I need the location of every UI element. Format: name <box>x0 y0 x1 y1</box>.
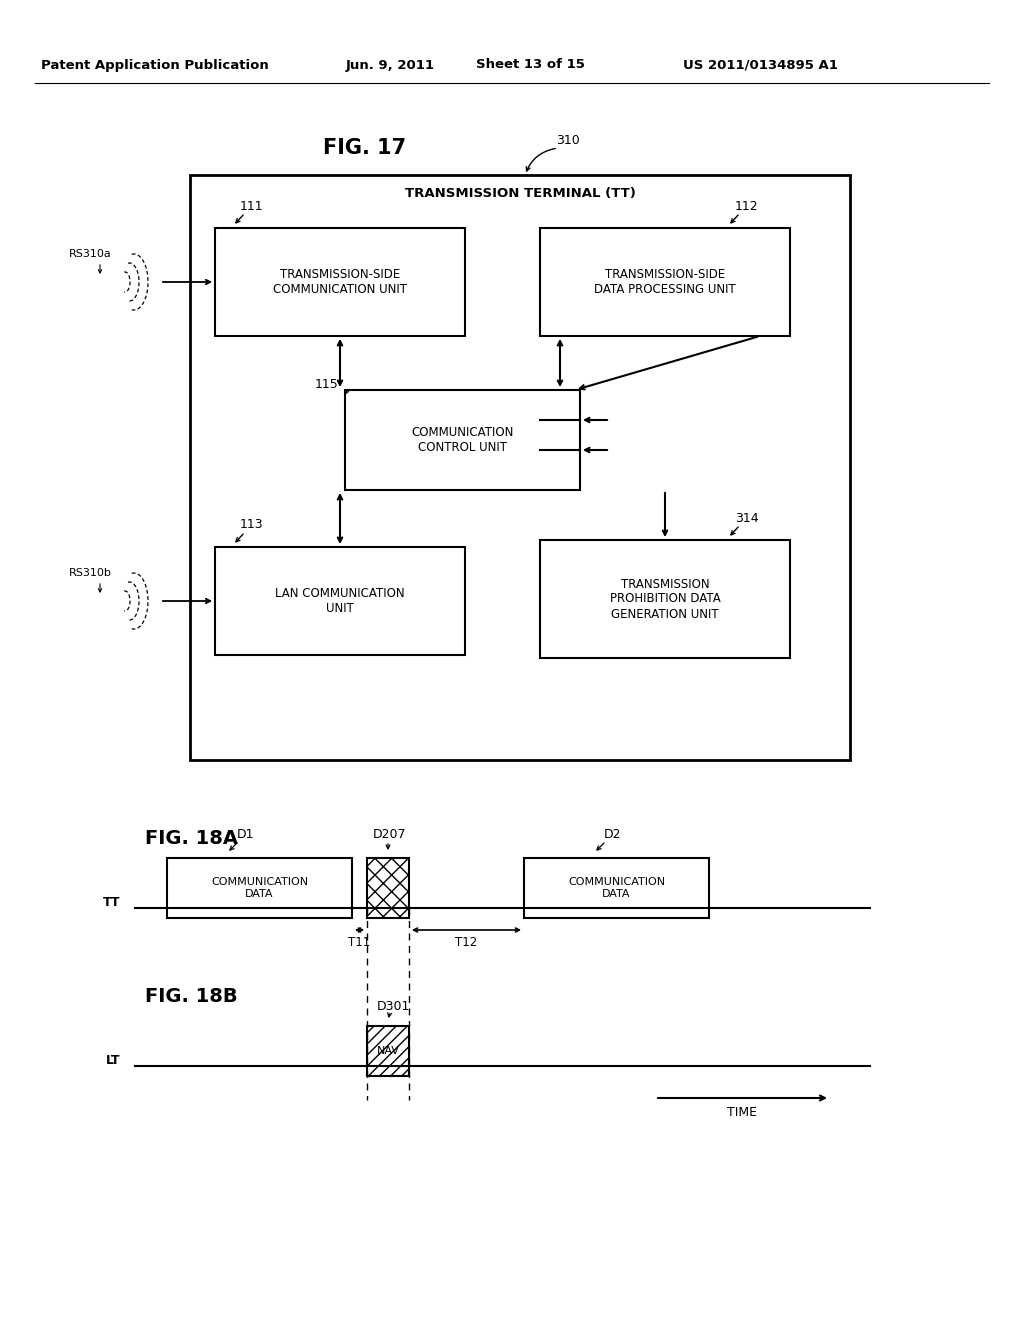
Bar <box>215 228 465 337</box>
Text: TRANSMISSION-SIDE
COMMUNICATION UNIT: TRANSMISSION-SIDE COMMUNICATION UNIT <box>273 268 407 296</box>
Text: FIG. 18B: FIG. 18B <box>145 986 238 1006</box>
Text: TT: TT <box>102 896 120 909</box>
Text: LAN COMMUNICATION
UNIT: LAN COMMUNICATION UNIT <box>275 587 404 615</box>
Bar <box>524 858 709 917</box>
Bar <box>367 858 409 917</box>
Text: COMMUNICATION
CONTROL UNIT: COMMUNICATION CONTROL UNIT <box>412 426 514 454</box>
Text: COMMUNICATION
DATA: COMMUNICATION DATA <box>568 878 665 899</box>
Text: TIME: TIME <box>727 1106 757 1118</box>
Bar <box>367 1026 409 1076</box>
Text: FIG. 18A: FIG. 18A <box>145 829 238 847</box>
Bar <box>190 176 850 760</box>
Text: D207: D207 <box>374 829 407 842</box>
Text: 111: 111 <box>240 199 263 213</box>
Text: Sheet 13 of 15: Sheet 13 of 15 <box>475 58 585 71</box>
Text: NAV: NAV <box>377 1045 399 1056</box>
Text: US 2011/0134895 A1: US 2011/0134895 A1 <box>683 58 838 71</box>
Bar <box>215 546 465 655</box>
Text: 112: 112 <box>735 199 759 213</box>
Text: 310: 310 <box>556 133 580 147</box>
Bar <box>540 540 790 657</box>
Text: T11: T11 <box>348 936 371 949</box>
Text: LT: LT <box>105 1055 120 1068</box>
Text: D2: D2 <box>604 829 622 842</box>
Text: RS310b: RS310b <box>69 568 112 578</box>
Text: 314: 314 <box>735 511 759 524</box>
Text: FIG. 17: FIG. 17 <box>324 139 407 158</box>
Bar <box>345 389 580 490</box>
Text: 113: 113 <box>240 519 263 532</box>
Text: T12: T12 <box>456 936 477 949</box>
Text: COMMUNICATION
DATA: COMMUNICATION DATA <box>211 878 308 899</box>
Text: D1: D1 <box>237 829 255 842</box>
Text: Patent Application Publication: Patent Application Publication <box>41 58 269 71</box>
Bar <box>540 228 790 337</box>
Text: TRANSMISSION
PROHIBITION DATA
GENERATION UNIT: TRANSMISSION PROHIBITION DATA GENERATION… <box>609 578 720 620</box>
Text: TRANSMISSION-SIDE
DATA PROCESSING UNIT: TRANSMISSION-SIDE DATA PROCESSING UNIT <box>594 268 736 296</box>
Text: D301: D301 <box>376 999 410 1012</box>
Text: 115: 115 <box>315 379 339 392</box>
Text: Jun. 9, 2011: Jun. 9, 2011 <box>345 58 434 71</box>
Bar <box>167 858 352 917</box>
Text: TRANSMISSION TERMINAL (TT): TRANSMISSION TERMINAL (TT) <box>404 186 636 199</box>
Text: RS310a: RS310a <box>69 249 112 259</box>
